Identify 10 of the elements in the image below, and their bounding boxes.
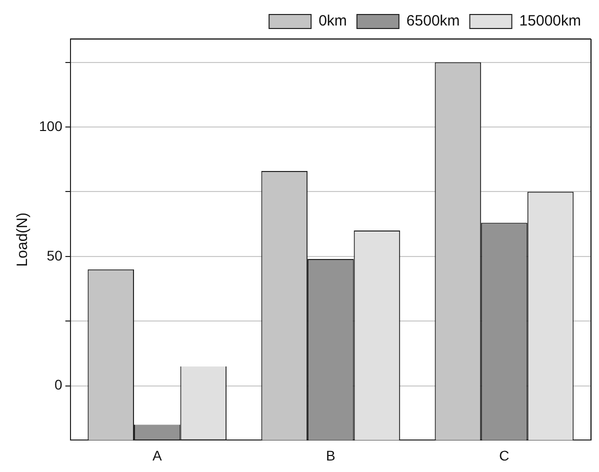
- y-tick-label: 50: [46, 247, 63, 264]
- x-tick-label: A: [152, 447, 162, 464]
- x-tick-label: B: [326, 447, 336, 464]
- y-axis-title: Load(N): [14, 212, 32, 267]
- legend-label: 6500km: [406, 12, 460, 30]
- x-tick-label: C: [499, 447, 510, 464]
- y-tick-label: 0: [54, 376, 63, 393]
- legend-label: 0km: [318, 12, 347, 30]
- legend-label: 15000km: [519, 12, 582, 30]
- y-tick-label: 100: [39, 118, 63, 134]
